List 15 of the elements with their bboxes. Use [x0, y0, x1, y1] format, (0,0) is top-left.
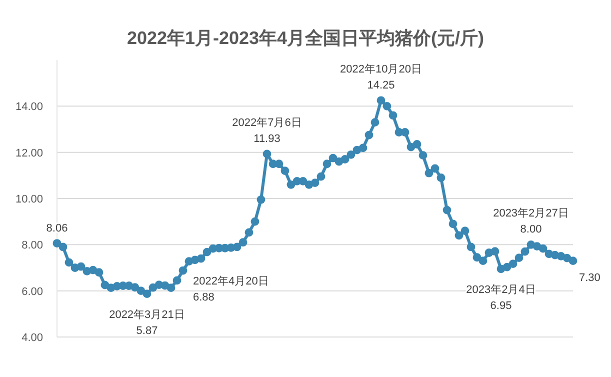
data-label: 2023年2月27日 8.00 [493, 208, 569, 236]
data-label: 2022年4月20日 6.88 [193, 276, 269, 304]
y-tick-label: 14.00 [15, 101, 43, 114]
y-tick-label: 4.00 [22, 332, 43, 344]
data-label: 8.06 [46, 222, 68, 234]
data-label: 2022年10月20日 14.25 [340, 63, 422, 92]
y-tick-label: 12.00 [15, 147, 43, 160]
data-label: 2022年3月21日 5.87 [109, 308, 185, 337]
chart-title: 2022年1月-2023年4月全国日平均猪价(元/斤) [126, 28, 484, 48]
data-label: 2023年2月4日 6.95 [466, 284, 536, 312]
y-tick-label: 8.00 [22, 240, 43, 252]
data-label: 7.30 [579, 272, 600, 284]
y-tick-label: 6.00 [22, 286, 43, 298]
data-label: 2022年7月6日 11.93 [232, 116, 302, 145]
y-tick-label: 10.00 [15, 194, 43, 206]
